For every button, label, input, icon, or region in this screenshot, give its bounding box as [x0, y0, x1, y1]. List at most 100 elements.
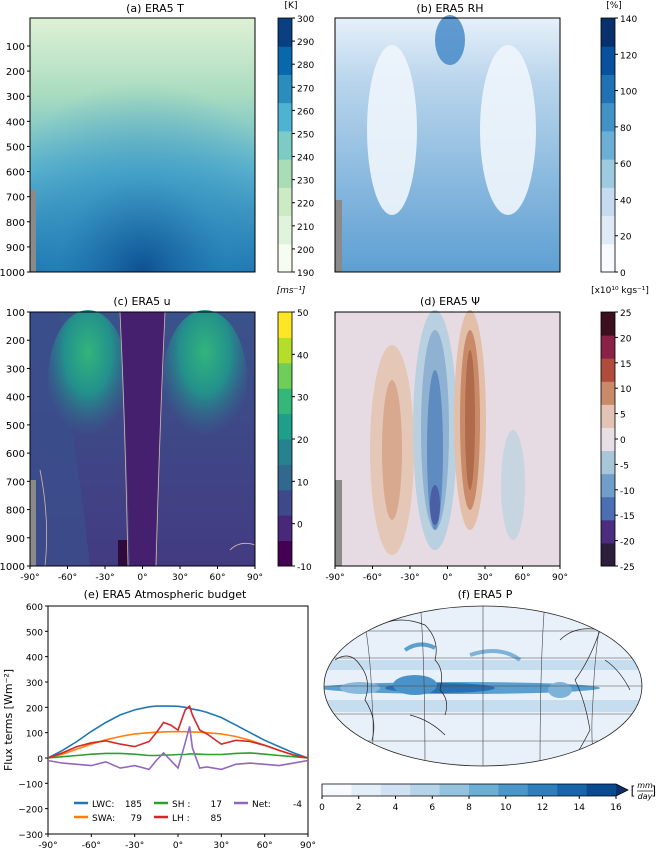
colorbar-swatch	[601, 46, 615, 75]
x-tick-label: -30°	[400, 573, 419, 583]
colorbar-swatch	[527, 784, 558, 796]
colorbar-tick-label: 0	[620, 269, 626, 279]
y-tick-label: 200	[6, 67, 25, 78]
series-line-0	[47, 705, 309, 759]
y-tick-label: 700	[6, 193, 25, 204]
colorbar-swatch	[601, 542, 615, 567]
colorbar-swatch	[601, 519, 615, 544]
y-tick-label: 900	[6, 534, 25, 545]
colorbar-swatch	[278, 413, 292, 440]
colorbar-tick-label: 10	[500, 803, 512, 813]
legend-value: 79	[131, 814, 143, 824]
colorbar-tick-label: 230	[297, 177, 314, 187]
colorbar-swatch	[601, 102, 615, 132]
colorbar-tick-label: 10	[297, 478, 309, 488]
colorbar-swatch	[498, 784, 529, 796]
y-tick-label: 300	[6, 364, 25, 375]
panel-f-colorbar-unit-den: day	[638, 792, 653, 801]
colorbar-swatch	[278, 312, 292, 338]
colorbar-swatch	[278, 540, 292, 567]
y-tick-label: 200	[26, 704, 43, 714]
colorbar-swatch	[601, 159, 615, 188]
colorbar-swatch	[380, 784, 411, 796]
y-tick-label: 300	[26, 679, 43, 689]
x-tick-label: 90°	[552, 573, 568, 583]
panel-e: (e) ERA5 Atmospheric budget Flux terms […	[2, 588, 316, 850]
y-tick-label: −100	[18, 780, 43, 790]
y-tick-label: 100	[6, 308, 25, 319]
colorbar-swatch	[278, 388, 292, 415]
colorbar-swatch	[601, 130, 615, 160]
panel-b-colorbar: 140 120 100 80 60 40 20 0	[600, 15, 637, 279]
colorbar-swatch	[351, 784, 382, 796]
panel-b-title: (b) ERA5 RH	[416, 2, 483, 15]
colorbar-swatch	[601, 381, 615, 405]
colorbar-tick-label: 260	[297, 107, 314, 117]
panel-f-colorbar: 0 2 4 6 8 10 12 14 16	[319, 783, 629, 813]
y-tick-label: 500	[6, 142, 25, 153]
colorbar-extend-arrow	[616, 784, 628, 796]
panel-a-colorbar: 300 290 280 270 260 250 240 230 220 210 200 190	[277, 15, 314, 279]
colorbar-tick-label: 140	[620, 15, 637, 25]
x-tick-label: -90°	[38, 841, 57, 850]
x-tick-label: -90°	[20, 573, 39, 583]
y-tick-label: 600	[6, 168, 25, 179]
legend-label: SH :	[172, 800, 190, 810]
x-tick-label: -60°	[58, 573, 77, 583]
panel-c-colorbar: 50 40 30 20 10 0 -10	[277, 309, 312, 573]
colorbar-swatch	[278, 102, 292, 132]
panel-a-title: (a) ERA5 T	[126, 2, 184, 15]
y-tick-label: 800	[6, 506, 25, 517]
colorbar-tick-label: 290	[297, 38, 314, 48]
y-tick-label: 700	[6, 477, 25, 488]
y-tick-label: 100	[6, 42, 25, 53]
panel-c-plot	[29, 310, 256, 567]
panel-e-yaxis: 600 500 400 300 200 100 0 −100 −200 −300	[18, 603, 48, 841]
x-tick-label: 30°	[172, 573, 188, 583]
y-tick-label: −300	[18, 831, 43, 841]
colorbar-tick-label: 20	[620, 233, 632, 243]
colorbar-swatch	[601, 243, 615, 273]
colorbar-swatch	[278, 74, 292, 104]
series-line-3	[47, 704, 309, 759]
svg-text:[: [	[631, 784, 636, 798]
colorbar-swatch	[601, 215, 615, 245]
colorbar-tick-label: -5	[620, 461, 629, 471]
colorbar-tick-label: 25	[620, 309, 631, 319]
colorbar-tick-label: -25	[620, 563, 635, 573]
colorbar-tick-label: 20	[297, 436, 309, 446]
x-tick-label: 0°	[137, 573, 147, 583]
colorbar-tick-label: 2	[356, 803, 362, 813]
x-tick-label: -30°	[95, 573, 114, 583]
colorbar-swatch	[601, 187, 615, 217]
legend-value: 185	[125, 800, 142, 810]
legend-label: LWC:	[92, 800, 114, 810]
colorbar-swatch	[557, 784, 588, 796]
y-tick-label: −200	[18, 806, 43, 816]
colorbar-swatch	[278, 187, 292, 217]
svg-text:]: ]	[651, 784, 656, 798]
colorbar-swatch	[278, 464, 292, 491]
y-tick-label: 600	[6, 449, 25, 460]
colorbar-swatch	[586, 784, 617, 796]
colorbar-tick-label: 100	[620, 88, 637, 98]
panel-c: (c) ERA5 u 10020030040050060070080090010…	[0, 286, 312, 583]
x-tick-label: -60°	[82, 841, 101, 850]
colorbar-tick-label: 280	[297, 61, 314, 71]
legend-value: -4	[293, 800, 302, 810]
colorbar-swatch	[278, 243, 292, 273]
colorbar-tick-label: -10	[297, 563, 312, 573]
panel-c-xaxis: -90° -60° -30° 0° 30° 60° 90°	[20, 566, 263, 583]
y-tick-label: 400	[6, 393, 25, 404]
x-tick-label: 30°	[213, 841, 229, 850]
colorbar-tick-label: 300	[297, 15, 314, 25]
colorbar-swatch	[601, 450, 615, 475]
colorbar-swatch	[278, 159, 292, 188]
colorbar-tick-label: 30	[297, 394, 309, 404]
colorbar-swatch	[278, 489, 292, 516]
panel-d-plot	[334, 310, 561, 567]
colorbar-tick-label: 270	[297, 84, 314, 94]
panel-a: (a) ERA5 T 10020030040050060070080090010…	[0, 1, 314, 279]
colorbar-tick-label: 12	[537, 803, 548, 813]
panel-f-title: (f) ERA5 P	[458, 588, 513, 601]
